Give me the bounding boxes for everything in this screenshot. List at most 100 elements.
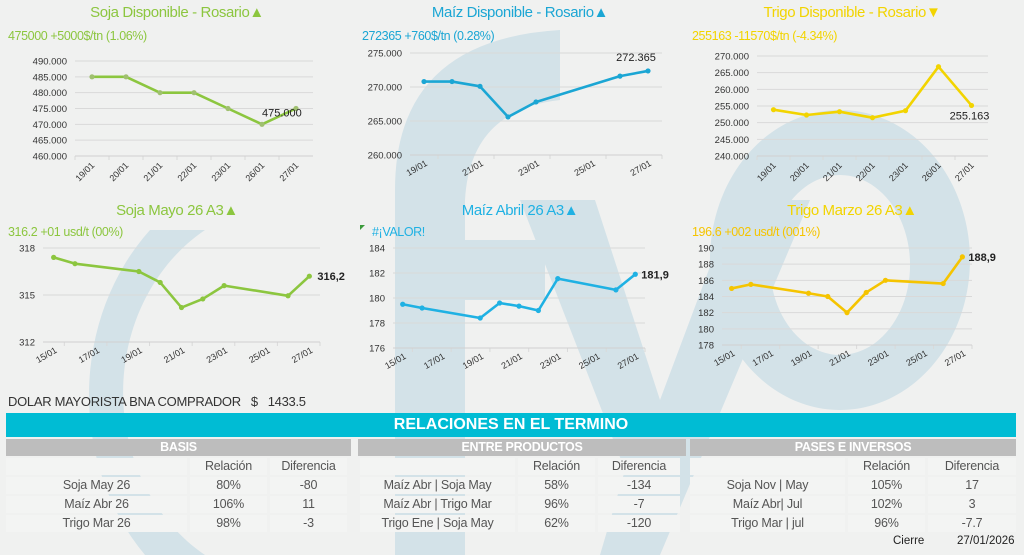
table-cell: -120 [598, 515, 680, 532]
chart-1: 260.000 265.000 270.000 275.000 19/01 21/01 23… [368, 49, 663, 178]
dolar-currency: $ [250, 394, 258, 409]
section-header-2: PASES E INVERSOS [690, 439, 1016, 456]
data-point [136, 268, 142, 275]
data-point [729, 285, 735, 292]
chart-2: 240.000 245.000 250.000 255.000 260.000 265.0… [715, 52, 990, 184]
y-tick-label: 315 [19, 291, 35, 302]
series-line [402, 273, 637, 320]
table-cell: Trigo Ene | Soja May [360, 515, 515, 532]
table-cell: -3 [270, 515, 347, 532]
data-point [89, 74, 95, 80]
data-point [157, 90, 163, 96]
y-tick-label: 184 [698, 292, 714, 303]
table-cell: Maíz Abr | Soja May [360, 477, 515, 494]
y-tick-label: 245.000 [715, 135, 749, 146]
x-tick-label: 27/01 [628, 158, 653, 178]
x-tick-label: 23/01 [866, 348, 891, 368]
data-point [419, 305, 425, 311]
x-tick-label: 19/01 [755, 160, 778, 183]
chart-title-text: Soja Disponible - Rosario [90, 4, 250, 21]
data-label: 181,9 [641, 269, 669, 281]
y-tick-label: 250.000 [715, 118, 749, 129]
x-tick-label: 22/01 [854, 160, 877, 183]
chart-4: 176 178 180 182 184 15/01 17/01 19/01 21/01 23/01… [369, 244, 669, 371]
data-point [477, 315, 483, 321]
x-tick-label: 19/01 [461, 351, 486, 371]
x-tick-label: 23/01 [887, 160, 910, 183]
x-tick-label: 23/01 [516, 158, 541, 178]
data-point [632, 271, 638, 277]
data-point [516, 303, 522, 309]
chart-title-text: Trigo Disponible - Rosario [763, 4, 927, 21]
data-point [221, 283, 227, 289]
chart-5: 178 180 182 184 186 188 190 15/01 17/01 19/01 21/0… [698, 244, 996, 368]
trend-up-icon: ▲ [563, 202, 579, 219]
error-indicator-icon [360, 225, 365, 230]
data-point [617, 73, 623, 79]
data-point [805, 290, 812, 296]
y-tick-label: 255.000 [715, 102, 749, 113]
y-tick-label: 186 [698, 276, 714, 287]
data-point [863, 289, 869, 296]
x-tick-label: 25/01 [247, 345, 272, 365]
x-tick-label: 27/01 [953, 160, 976, 183]
chart-title-text: Maíz Abril 26 A3 [461, 202, 564, 219]
x-tick-label: 25/01 [577, 351, 602, 371]
x-tick-label: 20/01 [107, 160, 130, 183]
y-tick-label: 270.000 [368, 83, 402, 94]
y-tick-label: 480.000 [33, 88, 67, 99]
data-point [421, 78, 427, 85]
y-tick-label: 188 [698, 260, 714, 271]
table-cell: 106% [190, 496, 267, 513]
y-tick-label: 178 [698, 341, 714, 352]
data-point [902, 108, 909, 114]
data-point [178, 304, 185, 311]
table-cell: 105% [848, 477, 925, 494]
x-tick-label: 19/01 [119, 345, 144, 365]
chart-subtitle: 316.2 +01 usd/t (00%) [8, 225, 123, 239]
x-tick-label: 17/01 [422, 351, 447, 371]
data-point [803, 112, 810, 118]
data-point [123, 74, 129, 80]
data-point [770, 107, 777, 113]
data-label: 316,2 [317, 271, 345, 283]
x-tick-label: 17/01 [751, 348, 776, 368]
trend-up-icon: ▲ [249, 4, 264, 21]
y-tick-label: 176 [369, 344, 385, 355]
x-tick-label: 19/01 [789, 348, 814, 368]
charts-canvas: 460.000 465.000 470.000 475.000 480.000 485.0… [19, 49, 996, 371]
table-cell: -134 [598, 477, 680, 494]
data-point [535, 307, 541, 314]
x-tick-label: 21/01 [821, 160, 844, 183]
table-cell: 96% [518, 496, 595, 513]
data-point [497, 300, 503, 306]
table-cell: Maíz Abr | Trigo Mar [360, 496, 515, 513]
y-tick-label: 240.000 [715, 152, 749, 163]
chart-subtitle: 196.6 +002 usd/t (001%) [692, 225, 821, 239]
table-cell: 98% [190, 515, 267, 532]
relaciones-banner: RELACIONES EN EL TERMINO [6, 413, 1016, 437]
data-point [645, 68, 651, 74]
data-point [935, 64, 942, 70]
x-tick-label: 23/01 [209, 160, 232, 183]
data-point [959, 254, 965, 260]
y-tick-label: 490.000 [33, 57, 67, 68]
trend-down-icon: ▼ [926, 4, 941, 21]
x-tick-label: 27/01 [616, 351, 641, 371]
x-tick-label: 26/01 [920, 160, 943, 183]
x-tick-label: 15/01 [34, 345, 59, 365]
data-point [505, 114, 511, 120]
y-tick-label: 460.000 [33, 152, 67, 163]
table-cell: Maíz Abr 26 [6, 496, 187, 513]
cierre-date: 27/01/2026 [957, 535, 1015, 547]
table-cell: 62% [518, 515, 595, 532]
x-tick-label: 25/01 [572, 158, 597, 178]
dolar-mayorista: DOLAR MAYORISTA BNA COMPRADOR $1433.5 [8, 394, 306, 409]
data-point [869, 115, 876, 121]
y-tick-label: 190 [698, 244, 714, 255]
x-tick-label: 27/01 [943, 348, 968, 368]
x-tick-label: 19/01 [73, 160, 96, 183]
x-tick-label: 19/01 [404, 158, 429, 178]
y-tick-label: 485.000 [33, 72, 67, 83]
x-tick-label: 22/01 [175, 160, 198, 183]
